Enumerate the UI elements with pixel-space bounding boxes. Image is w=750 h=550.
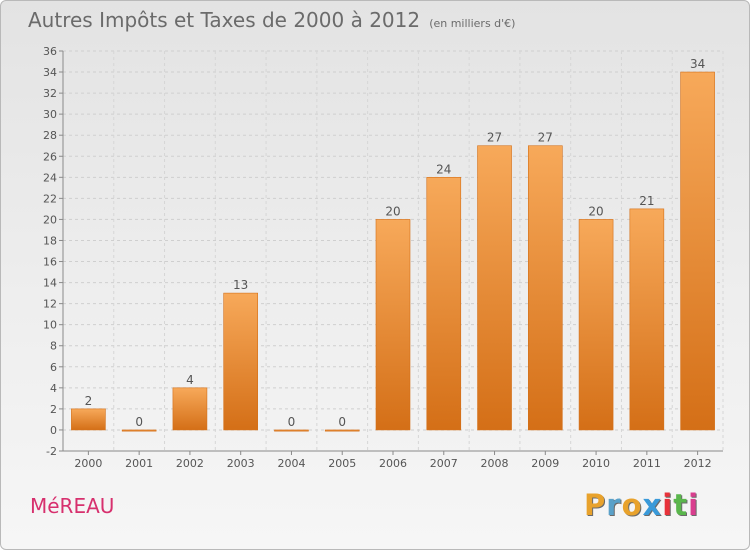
y-tick-label: 32 — [43, 87, 57, 100]
logo-letter: o — [621, 488, 643, 522]
y-tick-label: 22 — [43, 192, 57, 205]
value-label-2004: 0 — [288, 415, 296, 429]
logo-letter: x — [642, 488, 663, 522]
value-label-2010: 20 — [588, 204, 603, 218]
bar-2011 — [629, 208, 665, 431]
y-tick-label: 28 — [43, 129, 57, 142]
proxiti-logo: Proxiti — [584, 488, 699, 522]
logo-letter: i — [688, 488, 700, 522]
bar-2002 — [172, 387, 208, 431]
x-tick-label-2008: 2008 — [481, 457, 509, 470]
bar-2008 — [477, 145, 512, 431]
bar-2004 — [274, 429, 309, 432]
value-label-2009: 27 — [538, 131, 553, 145]
value-label-2000: 2 — [85, 394, 93, 408]
y-tick-label: 18 — [43, 234, 57, 247]
x-tick-label-2011: 2011 — [633, 457, 661, 470]
y-tick-label: 16 — [43, 256, 57, 269]
x-tick-label-2009: 2009 — [531, 457, 559, 470]
x-tick-label-2007: 2007 — [430, 457, 458, 470]
logo-letter: i — [662, 488, 674, 522]
x-tick-label-2001: 2001 — [125, 457, 153, 470]
x-tick-label-2003: 2003 — [227, 457, 255, 470]
y-tick-label: 26 — [43, 150, 57, 163]
y-tick-label: 12 — [43, 298, 57, 311]
chart-title-block: Autres Impôts et Taxes de 2000 à 2012 (e… — [28, 8, 515, 32]
commune-name: MéREAU — [30, 494, 115, 518]
bar-2005 — [324, 429, 360, 432]
bar-2000 — [71, 408, 106, 431]
value-label-2006: 20 — [385, 204, 400, 218]
y-tick-label: 14 — [43, 277, 57, 290]
x-tick-label-2000: 2000 — [74, 457, 102, 470]
bar-2003 — [223, 292, 258, 431]
y-tick-label: 0 — [50, 424, 57, 437]
x-tick-label-2005: 2005 — [328, 457, 356, 470]
y-tick-label: 10 — [43, 319, 57, 332]
bar-2010 — [578, 219, 614, 431]
value-label-2005: 0 — [338, 415, 346, 429]
y-tick-label: 4 — [50, 382, 57, 395]
x-tick-label-2010: 2010 — [582, 457, 610, 470]
y-tick-label: -2 — [46, 445, 57, 458]
value-label-2002: 4 — [186, 373, 194, 387]
value-label-2003: 13 — [233, 278, 248, 292]
bar-2007 — [426, 177, 462, 431]
y-tick-label: 6 — [50, 361, 57, 374]
x-tick-label-2006: 2006 — [379, 457, 407, 470]
y-tick-label: 8 — [50, 340, 57, 353]
y-tick-label: 36 — [43, 45, 57, 58]
value-label-2001: 0 — [135, 415, 143, 429]
value-label-2012: 34 — [690, 57, 705, 71]
x-tick-label-2004: 2004 — [277, 457, 305, 470]
value-label-2011: 21 — [639, 194, 654, 208]
y-tick-label: 2 — [50, 403, 57, 416]
x-tick-label-2012: 2012 — [684, 457, 712, 470]
y-tick-label: 24 — [43, 171, 57, 184]
bars — [71, 71, 715, 432]
chart-unit: (en milliers d'€) — [429, 17, 516, 30]
logo-letter: r — [606, 488, 622, 522]
x-tick-label-2002: 2002 — [176, 457, 204, 470]
logo-letter: P — [584, 488, 607, 522]
value-label-2008: 27 — [487, 131, 502, 145]
value-label-2007: 24 — [436, 162, 451, 176]
chart-title: Autres Impôts et Taxes de 2000 à 2012 — [28, 8, 421, 32]
y-tick-label: 20 — [43, 213, 57, 226]
bar-2012 — [680, 71, 715, 431]
bar-2006 — [375, 219, 411, 431]
bar-2009 — [528, 145, 563, 431]
bar-2001 — [121, 429, 157, 432]
y-tick-label: 30 — [43, 108, 57, 121]
y-tick-label: 34 — [43, 66, 57, 79]
logo-letter: t — [673, 488, 689, 522]
